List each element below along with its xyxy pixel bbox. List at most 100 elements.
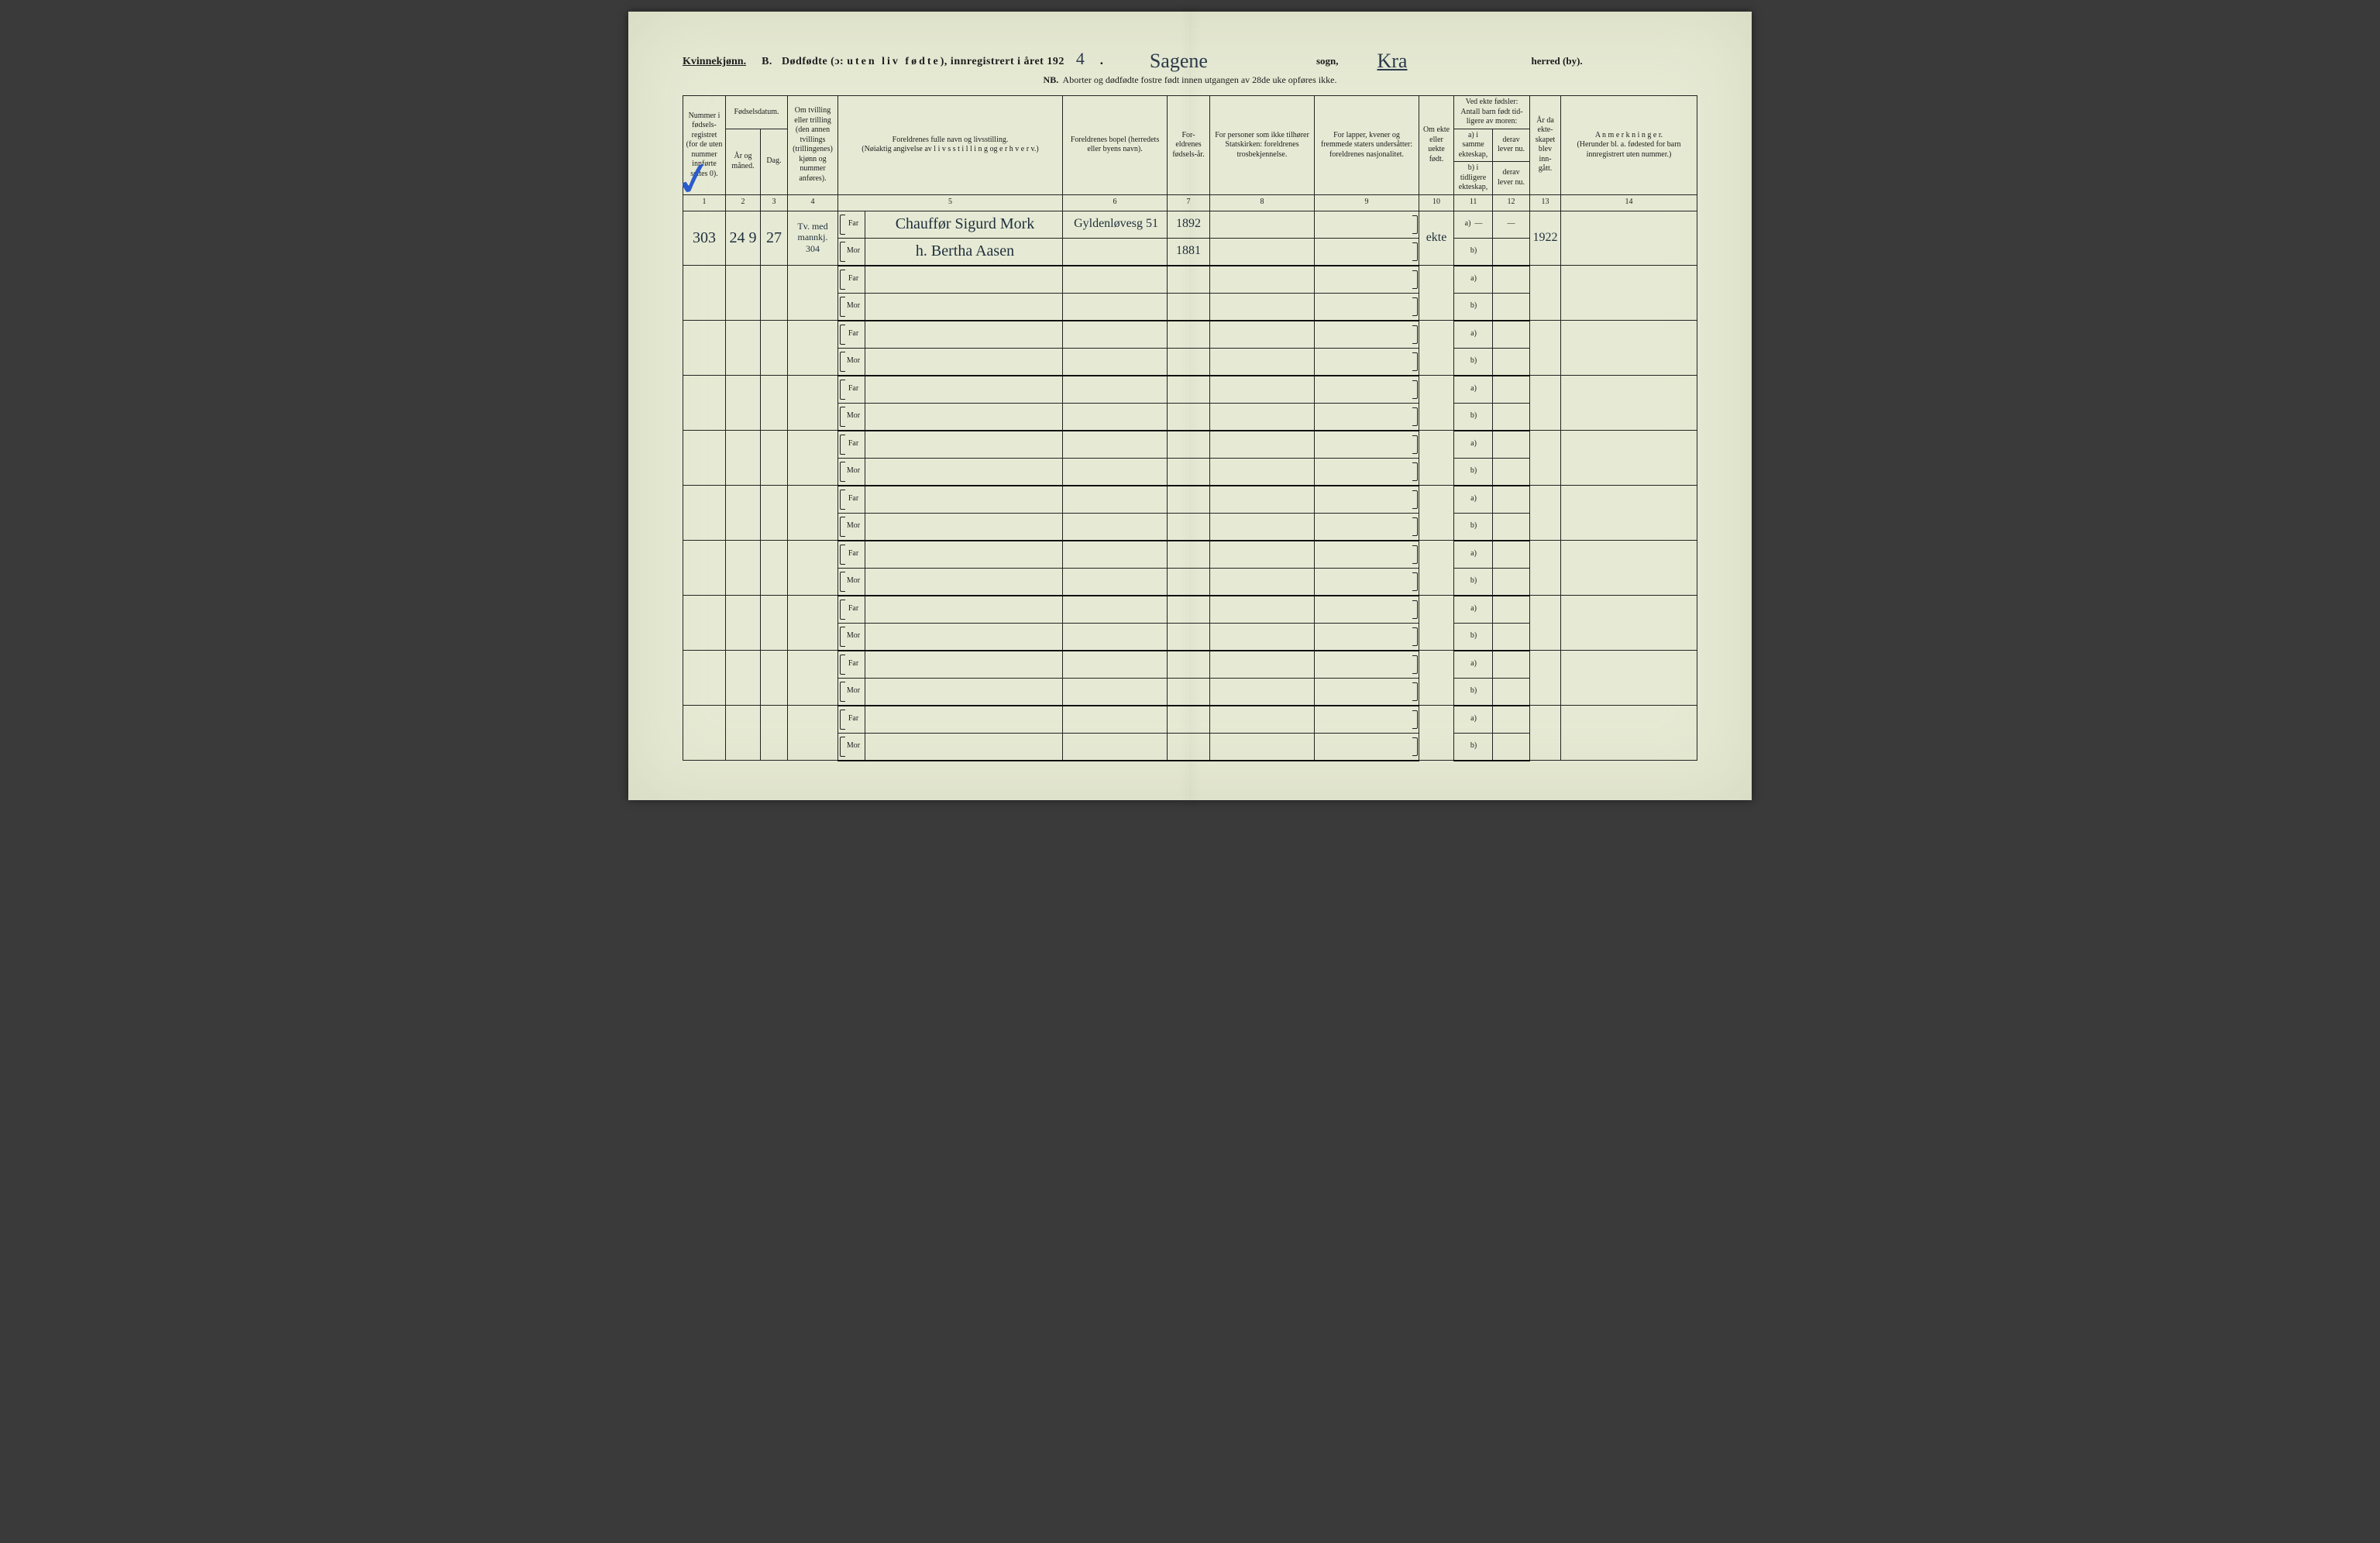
blank-c12 bbox=[1493, 486, 1530, 514]
blank-c7m bbox=[1168, 678, 1210, 706]
far-label: Far bbox=[838, 211, 865, 238]
blank-c13 bbox=[1530, 541, 1561, 596]
blank-c7 bbox=[1168, 541, 1210, 569]
a-label: a) bbox=[1465, 219, 1471, 228]
blank-c14 bbox=[1561, 266, 1697, 321]
b-mor: b) bbox=[1454, 238, 1493, 266]
blank-c3 bbox=[761, 321, 788, 376]
blank-c1 bbox=[683, 266, 726, 321]
mother-birth-value: 1881 bbox=[1176, 244, 1201, 257]
blank-c6m bbox=[1063, 733, 1168, 761]
blank-c6 bbox=[1063, 321, 1168, 349]
blank-mother-name bbox=[865, 678, 1063, 706]
blank-c6m bbox=[1063, 623, 1168, 651]
blank-c7m bbox=[1168, 568, 1210, 596]
mor-label: Mor bbox=[838, 238, 865, 266]
blank-mother-name bbox=[865, 623, 1063, 651]
blank-c8 bbox=[1210, 431, 1315, 459]
blank-c8m bbox=[1210, 458, 1315, 486]
blank-c8m bbox=[1210, 513, 1315, 541]
blank-c8 bbox=[1210, 486, 1315, 514]
sogn-label: sogn, bbox=[1316, 55, 1339, 67]
entry-twin: Tv. med mannkj. 304 bbox=[788, 211, 838, 266]
mor-label: Mor bbox=[838, 293, 865, 321]
blank-c1 bbox=[683, 706, 726, 761]
residence-mor bbox=[1063, 238, 1168, 266]
nb-note: NB. Aborter og dødfødte fostre født inne… bbox=[683, 74, 1697, 86]
blank-mother-name bbox=[865, 293, 1063, 321]
blank-c12 bbox=[1493, 541, 1530, 569]
blank-c9m bbox=[1315, 568, 1419, 596]
blank-c9 bbox=[1315, 706, 1419, 734]
blank-c10 bbox=[1419, 706, 1454, 761]
blank-c13 bbox=[1530, 266, 1561, 321]
nb-text: Aborter og dødfødte fostre født innen ut… bbox=[1063, 74, 1337, 85]
blank-c6m bbox=[1063, 458, 1168, 486]
c8-far bbox=[1210, 211, 1315, 238]
blank-c8 bbox=[1210, 706, 1315, 734]
blank-c4 bbox=[788, 706, 838, 761]
b-label: b) bbox=[1454, 348, 1493, 376]
colnum-11: 11 bbox=[1454, 194, 1493, 211]
col-birthdate-header: Fødselsdatum. bbox=[726, 96, 788, 129]
blank-c6m bbox=[1063, 513, 1168, 541]
blank-c10 bbox=[1419, 266, 1454, 321]
blank-c9m bbox=[1315, 733, 1419, 761]
entry-year-month: 24 9 bbox=[726, 211, 761, 266]
blank-c6 bbox=[1063, 541, 1168, 569]
blank-c6 bbox=[1063, 596, 1168, 624]
blank-c8m bbox=[1210, 348, 1315, 376]
colnum-2: 2 bbox=[726, 194, 761, 211]
blank-c1 bbox=[683, 596, 726, 651]
gender-heading: Kvinnekjønn. bbox=[683, 56, 746, 68]
residence-value: Gyldenløvesg 51 bbox=[1074, 217, 1158, 230]
blank-c10 bbox=[1419, 321, 1454, 376]
derav-far: — bbox=[1493, 211, 1530, 238]
blank-c7 bbox=[1168, 596, 1210, 624]
a-label: a) bbox=[1454, 706, 1493, 734]
blank-c1 bbox=[683, 651, 726, 706]
blank-c14 bbox=[1561, 541, 1697, 596]
c9-mor bbox=[1315, 238, 1419, 266]
blank-c9 bbox=[1315, 321, 1419, 349]
blank-c10 bbox=[1419, 431, 1454, 486]
c9-far bbox=[1315, 211, 1419, 238]
blank-c2 bbox=[726, 706, 761, 761]
blank-c8 bbox=[1210, 376, 1315, 404]
herred-label: herred (by). bbox=[1531, 55, 1582, 67]
blank-c13 bbox=[1530, 321, 1561, 376]
blank-c12 bbox=[1493, 706, 1530, 734]
ekte-cell: ekte bbox=[1419, 211, 1454, 266]
blank-c12m bbox=[1493, 403, 1530, 431]
blank-c6 bbox=[1063, 376, 1168, 404]
blank-c3 bbox=[761, 596, 788, 651]
colnum-4: 4 bbox=[788, 194, 838, 211]
far-label: Far bbox=[838, 596, 865, 624]
blank-c10 bbox=[1419, 596, 1454, 651]
col-9-header: For lapper, kvener og fremmede staters u… bbox=[1315, 96, 1419, 195]
a-label: a) bbox=[1454, 266, 1493, 294]
b-label: b) bbox=[1454, 733, 1493, 761]
blank-c8 bbox=[1210, 541, 1315, 569]
father-name-cell: Chauffør Sigurd Mork bbox=[865, 211, 1063, 238]
blank-c4 bbox=[788, 376, 838, 431]
colnum-10: 10 bbox=[1419, 194, 1454, 211]
blank-c7m bbox=[1168, 513, 1210, 541]
table-header: Nummer i fødsels-registret (for de uten … bbox=[683, 96, 1697, 211]
blank-c2 bbox=[726, 486, 761, 541]
colnum-1: 1 bbox=[683, 194, 726, 211]
blank-row-far: Fara) bbox=[683, 376, 1697, 404]
table-body: 303 24 9 27 Tv. med mannkj. 304 Far Chau… bbox=[683, 211, 1697, 761]
blank-c7 bbox=[1168, 486, 1210, 514]
entry-number: 303 bbox=[683, 211, 726, 266]
a-label: a) bbox=[1454, 486, 1493, 514]
col-8-header: For personer som ikke tilhører Statskirk… bbox=[1210, 96, 1315, 195]
blank-mother-name bbox=[865, 348, 1063, 376]
c8-mor bbox=[1210, 238, 1315, 266]
blank-c8m bbox=[1210, 678, 1315, 706]
title-spaced: uten liv fødte bbox=[847, 56, 941, 67]
blank-father-name bbox=[865, 486, 1063, 514]
title-period: . bbox=[1100, 54, 1103, 68]
column-number-row: 1 2 3 4 5 6 7 8 9 10 11 12 13 14 bbox=[683, 194, 1697, 211]
blank-c13 bbox=[1530, 596, 1561, 651]
